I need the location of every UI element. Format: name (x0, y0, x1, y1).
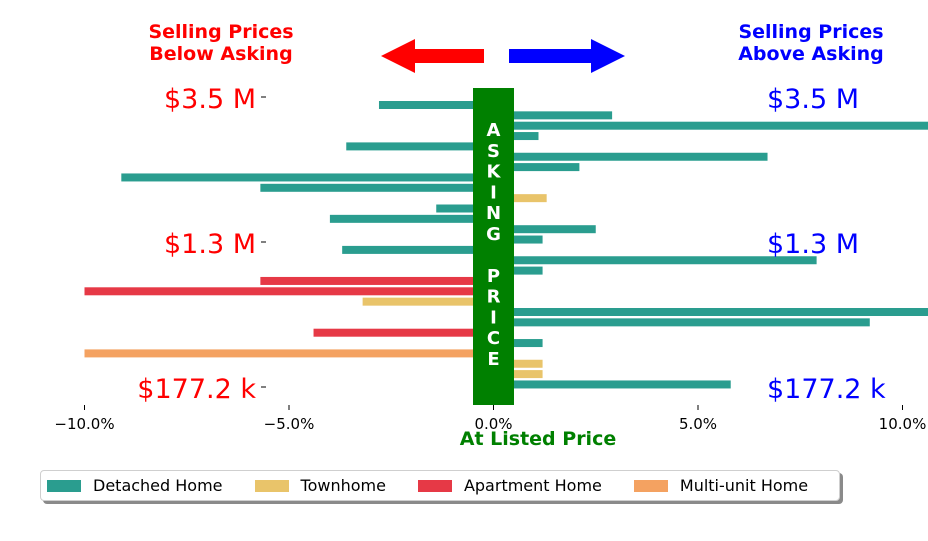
band-letter: K (487, 162, 502, 183)
legend-label: Detached Home (93, 476, 223, 495)
header-above-asking: Selling Prices Above Asking (738, 21, 884, 65)
legend-swatch (47, 479, 81, 492)
bar-detached-home (493, 111, 613, 120)
bar-detached-home (329, 214, 494, 223)
right-arrow-icon (509, 39, 625, 73)
bar-detached-home (260, 183, 494, 192)
bar-detached-home (493, 308, 928, 316)
bar-townhome (362, 297, 494, 306)
band-letter: N (486, 203, 501, 224)
legend-label: Townhome (300, 476, 386, 495)
band-letter: A (487, 120, 501, 141)
band-letter: G (486, 224, 501, 245)
legend-item: Apartment Home (417, 476, 602, 495)
bar-detached-home (493, 318, 870, 327)
y-tick-label-right: $3.5 M (767, 84, 859, 115)
x-axis: −10.0% −5.0% 0.0% 5.0% 10.0% (54, 405, 926, 433)
bar-detached-home (378, 101, 494, 109)
legend-swatch (254, 479, 289, 492)
bar-apartment-home (313, 328, 494, 337)
x-axis-label: At Listed Price (460, 428, 616, 450)
bar-detached-home (493, 121, 928, 130)
band-letter: I (490, 182, 497, 203)
bar-detached-home (493, 163, 580, 172)
bar-detached-home (493, 132, 539, 141)
band-letter: I (490, 307, 497, 328)
left-arrow-icon (381, 39, 484, 73)
legend-swatch (633, 479, 668, 492)
legend-item: Townhome (254, 476, 386, 495)
bar-townhome (493, 194, 547, 203)
bar-detached-home (436, 204, 494, 213)
bar-detached-home (493, 152, 768, 161)
legend-item: Multi-unit Home (633, 476, 809, 495)
y-tick-label-left: $1.3 M (164, 229, 256, 260)
bar-detached-home (493, 339, 543, 348)
y-tick-label-right: $1.3 M (767, 229, 859, 260)
y-tick-label-left: $3.5 M (164, 84, 256, 115)
y-axis: $3.5 M $3.5 M $1.3 M $1.3 M $177.2 k $177.2 k (137, 84, 886, 405)
bar-detached-home (493, 235, 543, 244)
direction-arrows (381, 39, 625, 73)
bar-detached-home (493, 256, 817, 265)
header-below-asking: Selling Prices Below Asking (148, 21, 293, 65)
bar-detached-home (493, 380, 731, 389)
bar-detached-home (346, 142, 494, 151)
bar-townhome (493, 370, 543, 379)
band-letter: E (487, 349, 499, 370)
bar-detached-home (342, 245, 494, 254)
bar-multi-unit-home (84, 349, 494, 358)
band-letter: R (487, 287, 501, 308)
y-tick-label-right: $177.2 k (767, 374, 886, 405)
bar-detached-home (493, 225, 596, 234)
x-tick-label: 0.0% (474, 415, 512, 433)
legend-swatch (417, 479, 452, 492)
bar-townhome (493, 359, 543, 368)
legend-label: Apartment Home (463, 476, 602, 495)
legend: Detached Home Townhome Apartment Home Multi… (40, 470, 840, 501)
x-tick-label: −5.0% (264, 415, 315, 433)
bar-apartment-home (84, 287, 494, 296)
bar-detached-home (121, 173, 494, 182)
bar-apartment-home (260, 276, 494, 285)
band-letter: C (487, 328, 500, 349)
legend-item: Detached Home (47, 476, 223, 495)
asking-price-band (473, 88, 514, 405)
band-letter: S (487, 141, 500, 162)
x-tick-label: 5.0% (679, 415, 717, 433)
x-tick-label: −10.0% (54, 415, 114, 433)
band-letter: P (487, 266, 500, 287)
bar-detached-home (493, 266, 543, 275)
y-tick-label-left: $177.2 k (137, 374, 256, 405)
x-tick-label: 10.0% (879, 415, 927, 433)
legend-label: Multi-unit Home (679, 476, 809, 495)
bars (84, 101, 928, 389)
headers: Selling Prices Below Asking Selling Prices… (148, 21, 883, 65)
